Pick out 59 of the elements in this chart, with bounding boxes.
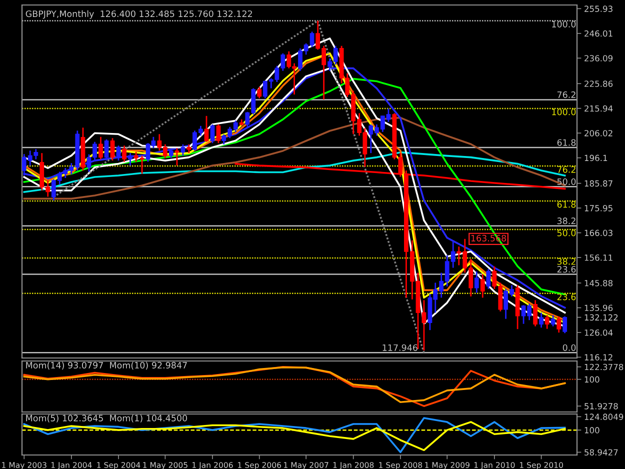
candlestick [210,124,215,144]
annotation: 38.2 [557,218,576,224]
candlestick [544,314,550,330]
annotation: 61.8 [557,139,576,146]
y-tick-label: 100 [584,376,600,383]
candlestick [539,312,544,328]
y-tick-label: 166.03 [584,230,612,236]
chart-title: Mom(14) 93.0797 Mom(10) 92.9847 [26,362,187,370]
candlestick [116,144,121,162]
annotation: 76.2 [557,91,576,98]
y-tick-label: 126.04 [584,329,613,336]
annotation: 50.0 [557,230,576,236]
y-tick-label: 196.1 [584,154,608,162]
y-tick-label: 255.93 [584,6,612,12]
y-tick-label: 58.9427 [584,449,618,456]
y-tick-label: 100 [584,427,600,434]
annotation: 23.6 [557,294,576,300]
annotation: 76.2 [557,166,576,173]
candlestick [480,273,485,298]
candlestick [474,270,479,294]
candlestick [110,137,115,162]
y-tick-label: 156.11 [584,254,612,261]
candlestick [562,316,568,334]
annotation: 23.6 [557,266,576,273]
candlestick [486,268,491,290]
y-tick-label: 246.01 [584,30,612,37]
candlestick [422,299,426,352]
candlestick [216,124,221,144]
chart-title: Mom(5) 102.3645 Mom(1) 104.4500 [26,414,188,422]
annotation: 117.946 [382,344,418,351]
candlestick [533,299,538,328]
candlestick [180,144,186,156]
y-tick-label: 185.87 [584,180,612,187]
annotation: 61.8 [557,201,576,208]
y-tick-label: 51.9278 [584,403,618,410]
candlestick [257,86,262,99]
y-tick-label: 132.122 [584,314,618,321]
candlestick [556,316,562,334]
y-tick-label: 124.8049 [584,414,624,420]
annotation: 100.0 [552,108,576,116]
y-tick-label: 145.88 [584,280,613,286]
annotation: 50.0 [557,178,576,185]
y-tick-label: 116.12 [584,354,612,360]
y-tick-label: 225.86 [584,80,613,87]
annotation: 38.2 [557,258,576,265]
y-tick-label: 215.94 [584,105,613,112]
y-tick-label: 175.95 [584,205,612,212]
y-tick-label: 122.3778 [584,364,624,370]
annotation: 100.0 [552,20,576,28]
y-tick-label: 236.09 [584,55,613,62]
candlestick [122,144,126,162]
candlestick [128,152,132,166]
annotation: 0.0 [562,344,576,351]
candlestick [98,136,103,160]
candlestick [104,138,109,162]
text: GBPJPY,Monthly 126.400 132.485 125.760 132.122 [26,10,252,19]
y-tick-label: 206.02 [584,130,612,136]
y-tick-label: 135.96 [584,304,613,312]
candlestick [550,314,556,328]
